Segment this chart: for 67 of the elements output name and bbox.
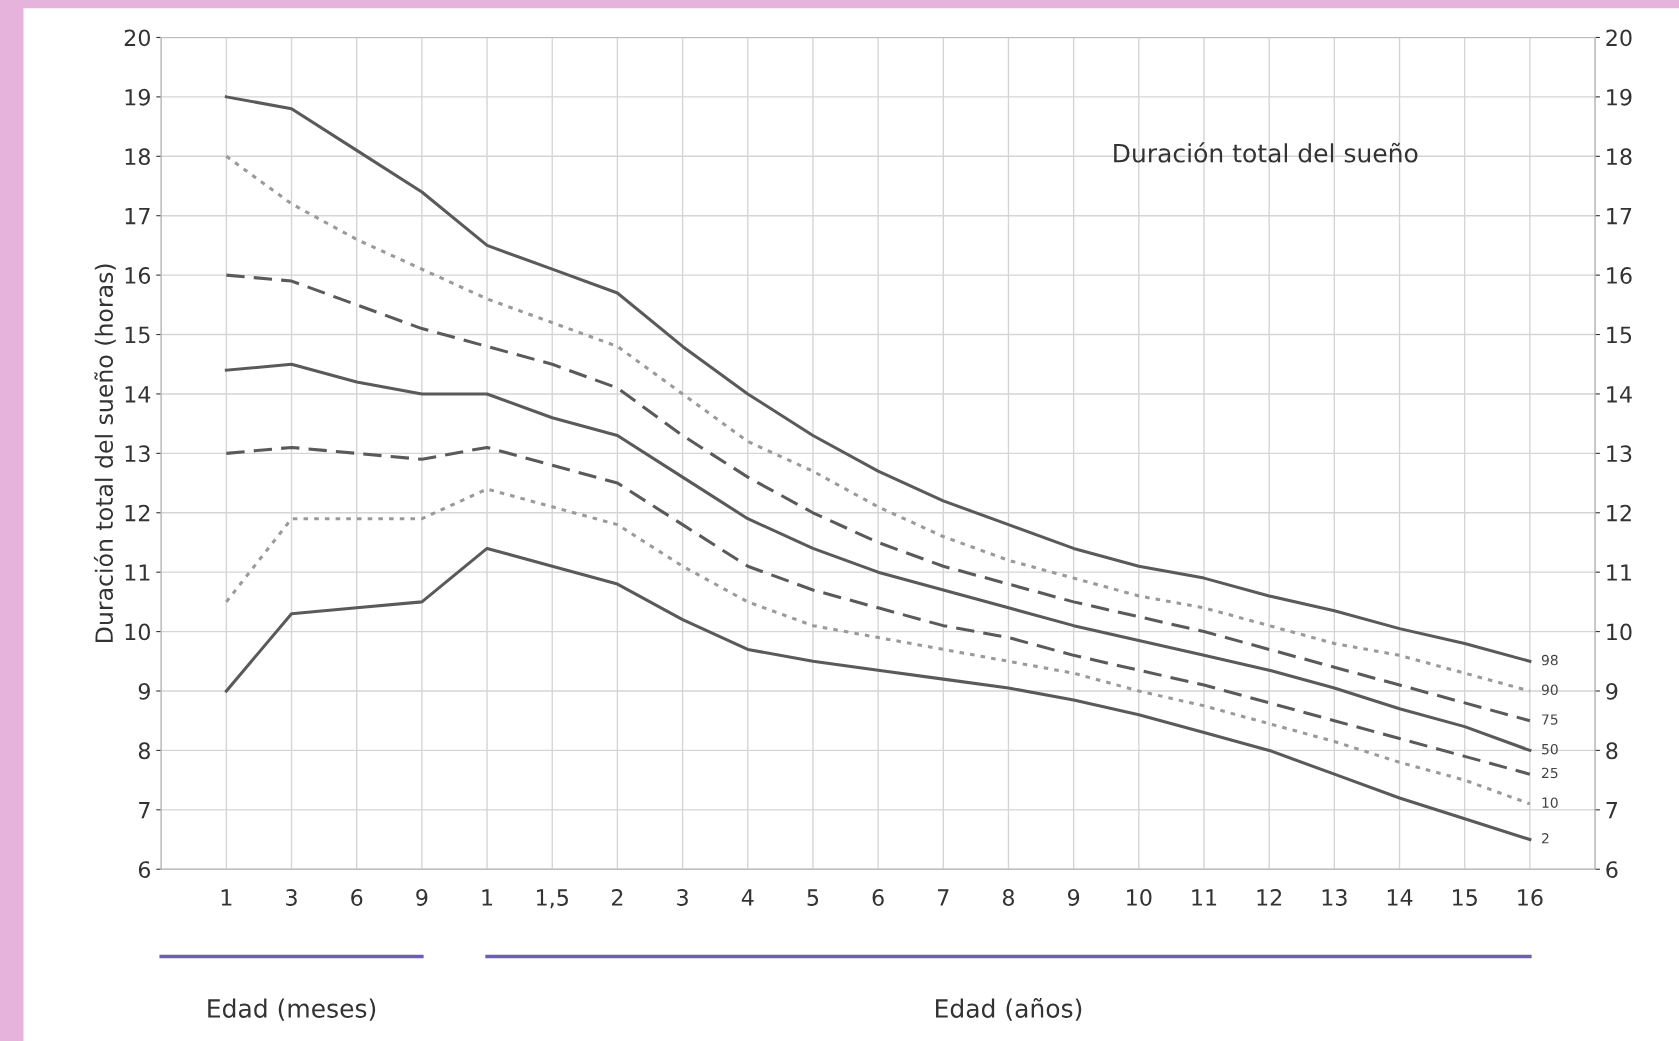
series-label: 98 [1541,654,1558,666]
line-series [224,445,1532,776]
y-tick-label: 7 [139,802,150,819]
y2-tick-label: 15 [1607,326,1632,344]
y2-tick-label: 8 [1606,742,1618,760]
series-label: 10 [1542,797,1558,808]
y-axis-title: Duración total del sueño (horas) [93,264,116,642]
y-tick-label: 11 [125,564,150,581]
y2-tick-label: 17 [1607,207,1632,225]
y2-tick-label: 11 [1607,564,1631,581]
y2-tick-label: 13 [1607,445,1632,463]
y-tick-label: 20 [124,29,150,47]
x-tick-label: 6 [351,889,363,906]
y-tick-label: 8 [138,742,150,760]
x-tick-label: 3 [286,889,297,906]
x-tick-label: 9 [1067,889,1080,906]
y2-tick-label: 7 [1606,802,1618,819]
x-tick-label: 12 [1257,889,1282,906]
series-label: 50 [1542,743,1558,755]
line-series [224,362,1532,752]
y2-tick-label: 14 [1607,386,1632,403]
y-tick-label: 18 [125,148,150,166]
x-tick-label: 1 [482,889,493,906]
y2-tick-label: 10 [1607,623,1632,641]
y-tick-label: 10 [125,623,150,641]
y2-tick-label: 18 [1607,148,1632,166]
x-tick-label: 5 [807,889,819,906]
x-tick-label: 2 [611,889,623,906]
text: Edad (meses) [208,998,376,1021]
x-tick-label: 14 [1387,889,1413,906]
x-tick-label: 4 [741,889,754,906]
x-tick-label: 1,5 [537,889,568,909]
y-tick-label: 19 [125,88,150,106]
y2-tick-label: 6 [1606,861,1618,878]
x-tick-label: 3 [677,889,688,906]
y-tick-label: 12 [125,504,150,522]
y-tick-label: 6 [138,861,151,878]
y2-tick-label: 9 [1606,682,1618,700]
x-tick-label: 15 [1453,889,1477,906]
series-label: 25 [1542,767,1558,779]
text: Duración total del sueño [1114,142,1418,163]
y-tick-label: 13 [125,445,150,463]
text: Edad (años) [936,998,1082,1021]
x-tick-label: 6 [872,889,884,906]
y2-tick-label: 12 [1607,504,1631,522]
y-tick-label: 17 [125,207,150,225]
x-tick-label: 8 [1002,889,1015,906]
line-series [224,487,1532,806]
line-series [224,273,1532,723]
y-tick-label: 9 [138,682,150,700]
series-label: 90 [1541,684,1558,696]
x-tick-label: 11 [1192,889,1217,906]
y-tick-label: 14 [125,386,151,403]
series-label: 75 [1542,714,1558,725]
series-label: 2 [1542,833,1549,844]
line-series [224,546,1532,842]
y-tick-label: 16 [125,267,151,284]
y2-tick-label: 20 [1606,29,1632,47]
x-tick-label: 1 [221,889,232,906]
x-tick-label: 9 [416,889,428,906]
x-tick-label: 16 [1518,889,1543,906]
x-tick-label: 13 [1322,889,1347,906]
y-tick-label: 15 [125,326,150,344]
x-tick-label: 7 [938,889,949,906]
y2-tick-label: 16 [1607,267,1632,284]
y2-tick-label: 19 [1607,88,1632,106]
x-tick-label: 10 [1127,889,1152,906]
